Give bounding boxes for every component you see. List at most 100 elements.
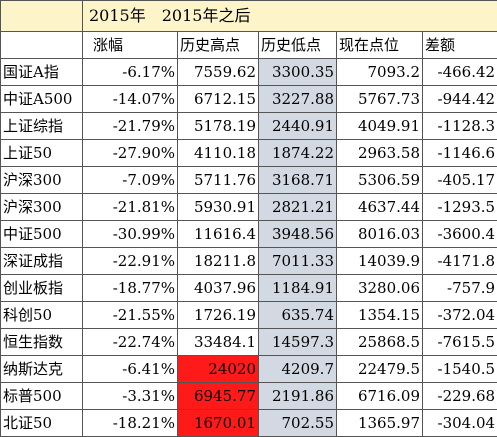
cell-change[interactable]: -21.55% <box>83 302 178 329</box>
cell-high[interactable]: 4037.96 <box>178 275 259 302</box>
cell-low[interactable]: 635.74 <box>259 302 337 329</box>
cell-low[interactable]: 702.55 <box>259 410 337 437</box>
cell-change[interactable]: -22.74% <box>83 329 178 356</box>
cell-name[interactable]: 沪深300 <box>1 194 83 221</box>
cell-change[interactable]: -27.90% <box>83 140 178 167</box>
cell-name[interactable]: 沪深300 <box>1 167 83 194</box>
cell-high[interactable]: 5711.76 <box>178 167 259 194</box>
cell-low[interactable]: 2440.91 <box>259 113 337 140</box>
cell-high[interactable]: 6712.15 <box>178 86 259 113</box>
cell-high[interactable]: 11616.4 <box>178 221 259 248</box>
cell-diff[interactable]: -1540.5 <box>423 356 497 383</box>
header-current[interactable]: 现在点位 <box>337 32 423 59</box>
cell-current[interactable]: 6716.09 <box>337 383 423 410</box>
cell-name[interactable]: 国证A指 <box>1 59 83 86</box>
cell-name[interactable]: 科创50 <box>1 302 83 329</box>
cell-current[interactable]: 7093.2 <box>337 59 423 86</box>
cell-low[interactable]: 7011.33 <box>259 248 337 275</box>
cell-low[interactable]: 3948.56 <box>259 221 337 248</box>
cell-diff[interactable]: -304.04 <box>423 410 497 437</box>
cell-diff[interactable]: -4171.8 <box>423 248 497 275</box>
cell-name[interactable]: 中证A500 <box>1 86 83 113</box>
cell-high[interactable]: 18211.8 <box>178 248 259 275</box>
cell-low[interactable]: 1874.22 <box>259 140 337 167</box>
cell-high[interactable]: 1670.01 <box>178 410 259 437</box>
cell-name[interactable]: 恒生指数 <box>1 329 83 356</box>
cell-high[interactable]: 6945.77 <box>178 383 259 410</box>
cell-low[interactable]: 4209.7 <box>259 356 337 383</box>
cell-diff[interactable]: -3600.4 <box>423 221 497 248</box>
cell-name[interactable]: 上证综指 <box>1 113 83 140</box>
cell-name[interactable]: 标普500 <box>1 383 83 410</box>
cell-current[interactable]: 25868.5 <box>337 329 423 356</box>
cell-low[interactable]: 3300.35 <box>259 59 337 86</box>
cell-low[interactable]: 2821.21 <box>259 194 337 221</box>
sheet-title[interactable]: 2015年 2015年之后 <box>83 1 497 32</box>
title-corner-cell[interactable] <box>1 1 83 32</box>
cell-current[interactable]: 4637.44 <box>337 194 423 221</box>
cell-current[interactable]: 14039.9 <box>337 248 423 275</box>
cell-current[interactable]: 5306.59 <box>337 167 423 194</box>
cell-change[interactable]: -21.81% <box>83 194 178 221</box>
cell-name[interactable]: 纳斯达克 <box>1 356 83 383</box>
cell-diff[interactable]: -1146.6 <box>423 140 497 167</box>
cell-diff[interactable]: -7615.5 <box>423 329 497 356</box>
cell-low[interactable]: 3168.71 <box>259 167 337 194</box>
cell-current[interactable]: 5767.73 <box>337 86 423 113</box>
header-high[interactable]: 历史高点 <box>178 32 259 59</box>
cell-change[interactable]: -30.99% <box>83 221 178 248</box>
cell-high[interactable]: 5178.19 <box>178 113 259 140</box>
cell-diff[interactable]: -372.04 <box>423 302 497 329</box>
cell-high[interactable]: 4110.18 <box>178 140 259 167</box>
cell-low[interactable]: 14597.3 <box>259 329 337 356</box>
cell-name[interactable]: 创业板指 <box>1 275 83 302</box>
cell-current[interactable]: 1365.97 <box>337 410 423 437</box>
cell-diff[interactable]: -944.42 <box>423 86 497 113</box>
cell-name[interactable]: 深证成指 <box>1 248 83 275</box>
cell-change[interactable]: -7.09% <box>83 167 178 194</box>
cell-change[interactable]: -6.17% <box>83 59 178 86</box>
cell-change[interactable]: -3.31% <box>83 383 178 410</box>
cell-high[interactable]: 7559.62 <box>178 59 259 86</box>
cell-name[interactable]: 中证500 <box>1 221 83 248</box>
cell-change[interactable]: -6.41% <box>83 356 178 383</box>
cell-high[interactable]: 24020 <box>178 356 259 383</box>
cell-high[interactable]: 5930.91 <box>178 194 259 221</box>
cell-current[interactable]: 4049.91 <box>337 113 423 140</box>
cell-change[interactable]: -18.21% <box>83 410 178 437</box>
header-low[interactable]: 历史低点 <box>259 32 337 59</box>
cell-high[interactable]: 33484.1 <box>178 329 259 356</box>
cell-current[interactable]: 8016.03 <box>337 221 423 248</box>
cell-diff[interactable]: -229.68 <box>423 383 497 410</box>
cell-diff[interactable]: -1128.3 <box>423 113 497 140</box>
cell-change[interactable]: -21.79% <box>83 113 178 140</box>
cell-current[interactable]: 2963.58 <box>337 140 423 167</box>
cell-diff[interactable]: -466.42 <box>423 59 497 86</box>
cell-change[interactable]: -18.77% <box>83 275 178 302</box>
header-change[interactable]: 涨幅 <box>83 32 178 59</box>
cell-change[interactable]: -14.07% <box>83 86 178 113</box>
cell-diff[interactable]: -757.9 <box>423 275 497 302</box>
header-name[interactable] <box>1 32 83 59</box>
cell-high[interactable]: 1726.19 <box>178 302 259 329</box>
cell-name[interactable]: 北证50 <box>1 410 83 437</box>
cell-diff[interactable]: -1293.5 <box>423 194 497 221</box>
cell-low[interactable]: 3227.88 <box>259 86 337 113</box>
cell-change[interactable]: -22.91% <box>83 248 178 275</box>
cell-current[interactable]: 22479.5 <box>337 356 423 383</box>
cell-current[interactable]: 1354.15 <box>337 302 423 329</box>
cell-diff[interactable]: -405.17 <box>423 167 497 194</box>
cell-current[interactable]: 3280.06 <box>337 275 423 302</box>
cell-low[interactable]: 1184.91 <box>259 275 337 302</box>
cell-low[interactable]: 2191.86 <box>259 383 337 410</box>
header-diff[interactable]: 差额 <box>423 32 497 59</box>
cell-name[interactable]: 上证50 <box>1 140 83 167</box>
